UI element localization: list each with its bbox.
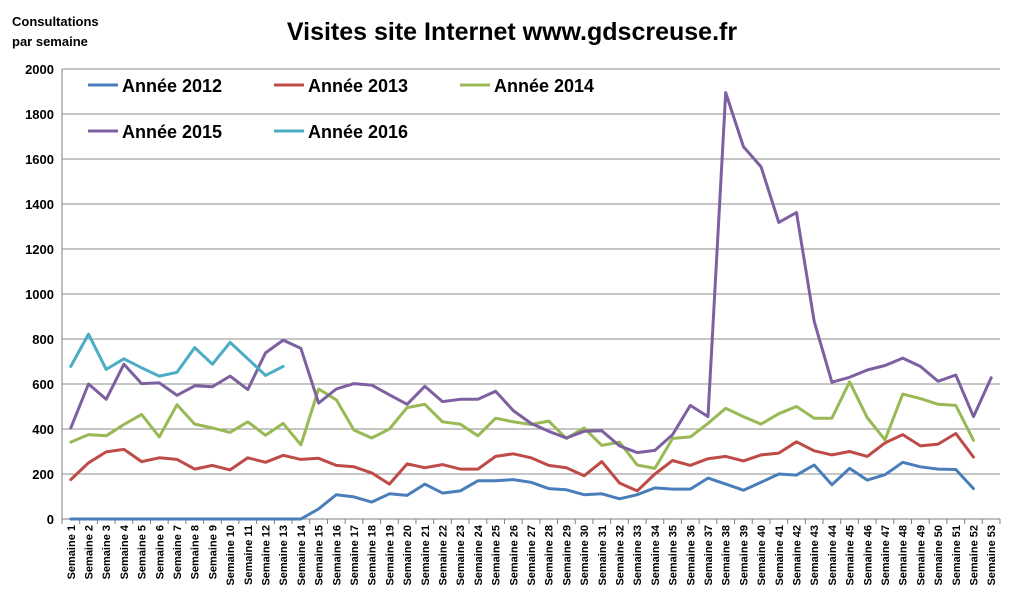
x-tick-label: Semaine 44 — [827, 524, 839, 585]
y-tick-label: 1200 — [25, 242, 54, 257]
x-tick-label: Semaine 19 — [384, 525, 396, 586]
x-tick-label: Semaine 38 — [721, 525, 733, 586]
series-line-1 — [69, 460, 975, 521]
x-tick-label: Semaine 21 — [420, 525, 432, 586]
legend-label: Année 2013 — [308, 76, 408, 96]
x-tick-label: Semaine 13 — [278, 525, 290, 586]
x-tick-label: Semaine 33 — [632, 525, 644, 586]
x-tick-label: Semaine 49 — [915, 525, 927, 586]
x-tick-label: Semaine 37 — [703, 525, 715, 586]
x-tick-label: Semaine 9 — [207, 525, 219, 579]
x-tick-label: Semaine 30 — [579, 525, 591, 586]
x-tick-label: Semaine 8 — [190, 525, 202, 579]
x-tick-label: Semaine 15 — [314, 525, 326, 586]
x-tick-label: Semaine 48 — [898, 525, 910, 586]
legend-label: Année 2015 — [122, 122, 222, 142]
x-tick-label: Semaine 16 — [331, 525, 343, 586]
legend-label: Année 2012 — [122, 76, 222, 96]
y-tick-label: 600 — [32, 377, 54, 392]
x-tick-label: Semaine 23 — [455, 525, 467, 586]
x-tick-label: Semaine 27 — [526, 525, 538, 586]
x-tick-label: Semaine 36 — [685, 525, 697, 586]
legend-item-2: Année 2013 — [274, 76, 408, 96]
x-tick-label: Semaine 17 — [349, 525, 361, 586]
x-tick-label: Semaine 3 — [101, 525, 113, 579]
x-tick-label: Semaine 1 — [66, 525, 78, 579]
legend-label: Année 2014 — [494, 76, 594, 96]
x-tick-label: Semaine 39 — [738, 525, 750, 586]
x-tick-label: Semaine 45 — [845, 525, 857, 586]
legend-label: Année 2016 — [308, 122, 408, 142]
x-tick-label: Semaine 40 — [756, 525, 768, 586]
legend-item-1: Année 2012 — [88, 76, 222, 96]
x-tick-label: Semaine 11 — [243, 525, 255, 585]
x-tick-label: Semaine 6 — [154, 525, 166, 579]
y-tick-label: 0 — [47, 512, 54, 527]
series-line-5 — [69, 332, 285, 378]
x-tick-label: Semaine 20 — [402, 525, 414, 586]
x-tick-label: Semaine 47 — [880, 525, 892, 586]
series-line-4 — [69, 91, 993, 455]
x-tick-label: Semaine 10 — [225, 525, 237, 586]
y-tick-label: 200 — [32, 467, 54, 482]
x-tick-label: Semaine 22 — [438, 525, 450, 586]
y-axis-label-line-2: par semaine — [12, 34, 88, 49]
x-tick-label: Semaine 50 — [933, 525, 945, 586]
y-tick-label: 1800 — [25, 107, 54, 122]
legend-item-3: Année 2014 — [460, 76, 594, 96]
y-tick-labels: 0 200 400 600 800 1000 1200 1400 1600 1800 2000 — [25, 62, 54, 527]
x-tick-label: Semaine 28 — [544, 525, 556, 586]
y-tick-label: 1400 — [25, 197, 54, 212]
x-tick-label: Semaine 52 — [968, 525, 980, 586]
x-tick-labels: Semaine 1 Semaine 2 Semaine 3 Semaine 4 Sema… — [66, 524, 998, 585]
y-tick-label: 2000 — [25, 62, 54, 77]
y-axis-label-line-1: Consultations — [12, 14, 99, 29]
x-tick-label: Semaine 24 — [473, 524, 485, 585]
y-tick-label: 1600 — [25, 152, 54, 167]
chart-title: Visites site Internet www.gdscreuse.fr — [287, 18, 737, 46]
x-tick-label: Semaine 7 — [172, 525, 184, 579]
series-lines — [69, 91, 993, 521]
y-tick-label: 400 — [32, 422, 54, 437]
series-line-2 — [69, 432, 975, 493]
x-tick-label: Semaine 29 — [561, 525, 573, 586]
x-tick-label: Semaine 35 — [668, 525, 680, 586]
x-tick-label: Semaine 43 — [809, 525, 821, 586]
x-tick-label: Semaine 5 — [137, 525, 149, 579]
x-tick-label: Semaine 32 — [614, 525, 626, 586]
x-tick-label: Semaine 53 — [986, 525, 998, 586]
x-tick-label: Semaine 12 — [261, 525, 273, 586]
x-tick-label: Semaine 34 — [650, 524, 662, 585]
x-tick-label: Semaine 41 — [774, 525, 786, 586]
legend-item-5: Année 2016 — [274, 122, 408, 142]
x-tick-label: Semaine 46 — [862, 525, 874, 586]
y-tick-label: 1000 — [25, 287, 54, 302]
x-tick-label: Semaine 14 — [296, 524, 308, 585]
x-tick-label: Semaine 31 — [597, 525, 609, 586]
legend: Année 2012 Année 2013 Année 2014 Année 2015… — [88, 76, 594, 142]
x-tick-label: Semaine 25 — [491, 525, 503, 586]
legend-item-4: Année 2015 — [88, 122, 222, 142]
x-tick-label: Semaine 2 — [84, 525, 96, 579]
x-tick-label: Semaine 51 — [951, 525, 963, 586]
x-tick-label: Semaine 42 — [791, 525, 803, 586]
x-tick-label: Semaine 26 — [508, 525, 520, 586]
x-tick-label: Semaine 4 — [119, 524, 131, 579]
y-tick-label: 800 — [32, 332, 54, 347]
x-tick-label: Semaine 18 — [367, 525, 379, 586]
series-line-3 — [69, 380, 975, 470]
